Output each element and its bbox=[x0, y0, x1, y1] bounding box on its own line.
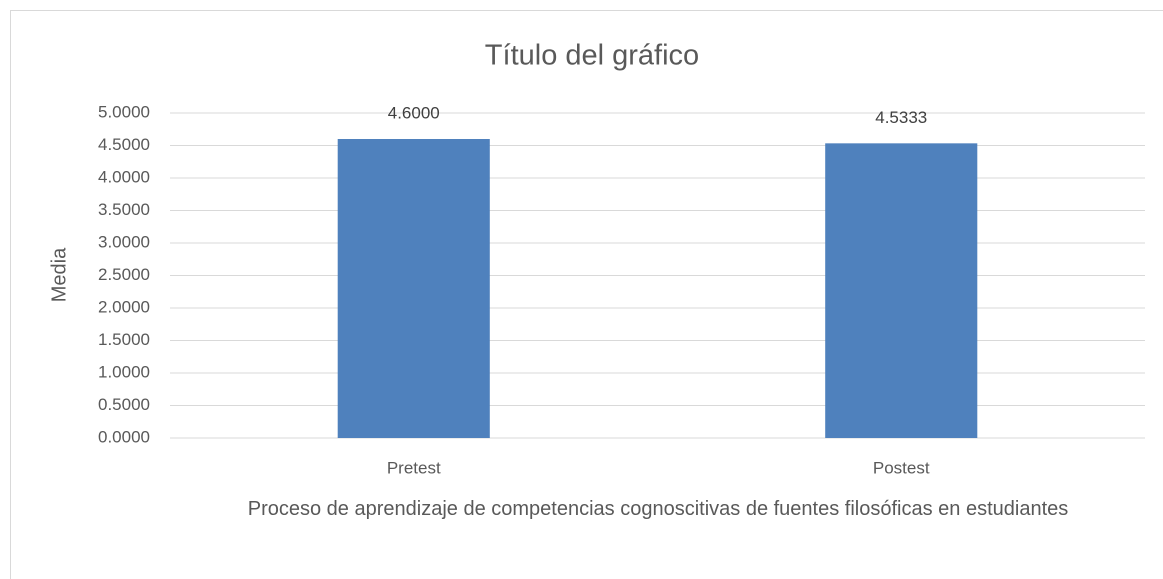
y-tick-label: 4.0000 bbox=[98, 167, 150, 186]
y-tick-label: 3.5000 bbox=[98, 200, 150, 219]
y-tick-label: 1.0000 bbox=[98, 362, 150, 381]
y-tick-label: 1.5000 bbox=[98, 330, 150, 349]
y-tick-label: 0.0000 bbox=[98, 427, 150, 446]
y-tick-label: 3.0000 bbox=[98, 232, 150, 251]
y-axis-label: Media bbox=[48, 247, 70, 302]
y-tick-label: 2.5000 bbox=[98, 265, 150, 284]
x-axis-label: Proceso de aprendizaje de competencias c… bbox=[247, 498, 1069, 520]
chart-border bbox=[10, 10, 1163, 579]
bar bbox=[337, 139, 490, 438]
y-tick-label: 4.5000 bbox=[98, 135, 150, 154]
y-tick-label: 0.5000 bbox=[98, 395, 150, 414]
y-tick-label: 5.0000 bbox=[98, 102, 150, 121]
x-tick-label: Pretest bbox=[387, 458, 441, 477]
data-label: 4.6000 bbox=[388, 103, 440, 122]
chart-title: Título del gráfico bbox=[485, 40, 699, 72]
data-label: 4.5333 bbox=[875, 108, 927, 127]
bar bbox=[825, 143, 978, 438]
x-tick-label: Postest bbox=[873, 458, 930, 477]
y-tick-label: 2.0000 bbox=[98, 297, 150, 316]
